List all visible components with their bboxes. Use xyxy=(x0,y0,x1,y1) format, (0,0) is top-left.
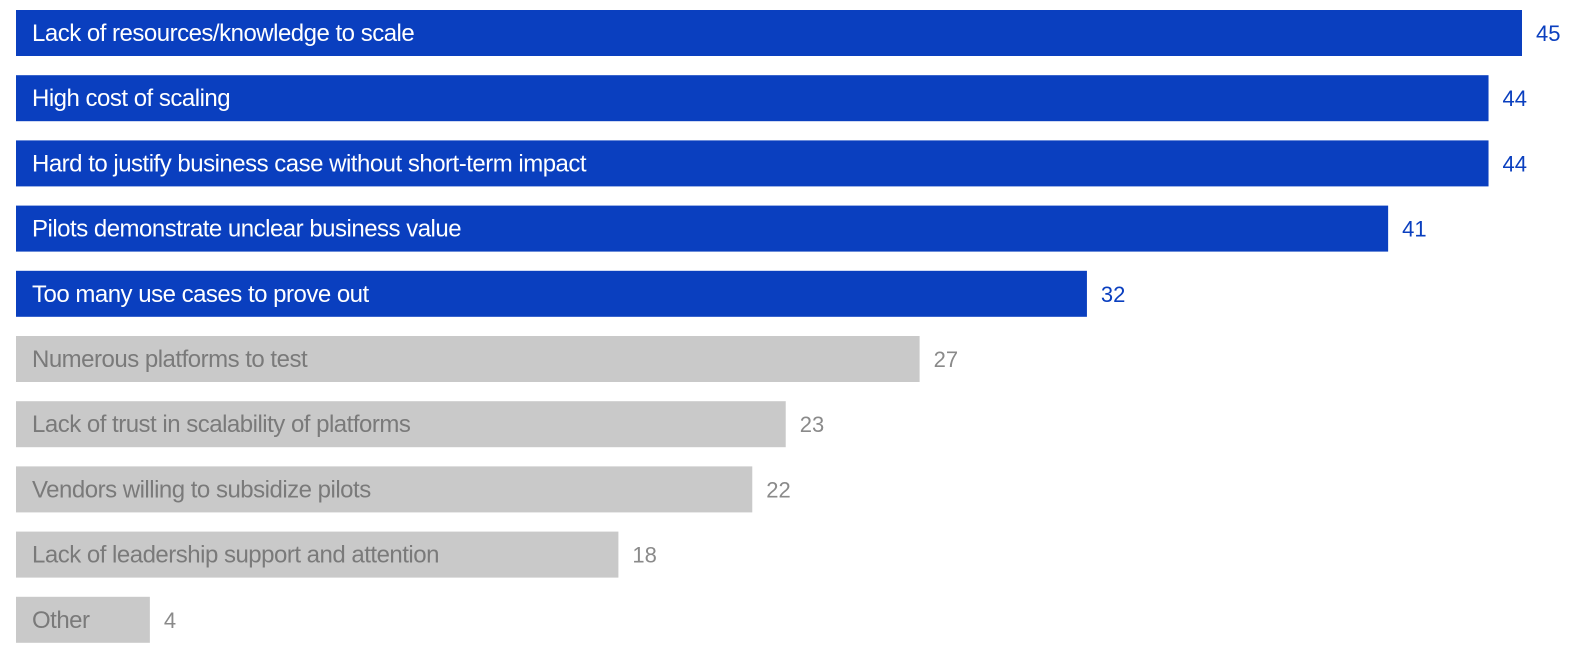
bar xyxy=(16,205,1389,252)
bar-row: Too many use cases to prove out 32 xyxy=(16,270,1125,317)
bar-category-label: Lack of leadership support and attention xyxy=(32,542,439,569)
bar-category-label: Lack of trust in scalability of platform… xyxy=(32,411,411,438)
bar xyxy=(16,140,1489,187)
bar-category-label: Other xyxy=(32,607,90,634)
bar-row: Other 4 xyxy=(16,596,176,643)
bar-category-label: Hard to justify business case without sh… xyxy=(32,150,587,177)
bar-value-label: 32 xyxy=(1101,282,1125,307)
bar-value-label: 23 xyxy=(800,412,824,437)
bar-row: Numerous platforms to test 27 xyxy=(16,336,958,382)
bar xyxy=(16,75,1489,122)
bar-category-label: Lack of resources/knowledge to scale xyxy=(32,20,414,47)
bar-value-label: 44 xyxy=(1503,151,1527,176)
bar-value-label: 44 xyxy=(1503,86,1527,111)
bar xyxy=(16,336,920,382)
bar-row: Hard to justify business case without sh… xyxy=(16,140,1527,187)
bar-row: Lack of leadership support and attention… xyxy=(16,531,657,578)
bar xyxy=(16,531,619,578)
bar-row: Lack of resources/knowledge to scale 45 xyxy=(16,10,1560,56)
bar-row: Pilots demonstrate unclear business valu… xyxy=(16,205,1427,252)
bar xyxy=(16,466,753,513)
bar-value-label: 41 xyxy=(1402,217,1426,242)
bar-value-label: 4 xyxy=(164,608,176,633)
bar-row: Lack of trust in scalability of platform… xyxy=(16,401,824,448)
bar-value-label: 22 xyxy=(766,477,790,502)
bar-category-label: High cost of scaling xyxy=(32,85,230,112)
bar xyxy=(16,270,1087,317)
bars-group: Lack of resources/knowledge to scale 45 Hi… xyxy=(16,10,1560,643)
bar xyxy=(16,10,1522,56)
bar-category-label: Vendors willing to subsidize pilots xyxy=(32,476,371,503)
bar xyxy=(16,401,786,448)
bar xyxy=(16,596,150,643)
bar-category-label: Numerous platforms to test xyxy=(32,346,308,373)
bar-value-label: 45 xyxy=(1536,21,1560,46)
bar-row: Vendors willing to subsidize pilots 22 xyxy=(16,466,791,513)
bar-value-label: 27 xyxy=(934,347,958,372)
bar-category-label: Too many use cases to prove out xyxy=(32,281,370,308)
bar-category-label: Pilots demonstrate unclear business valu… xyxy=(32,216,461,243)
bar-value-label: 18 xyxy=(632,543,656,568)
bar-row: High cost of scaling 44 xyxy=(16,75,1527,122)
